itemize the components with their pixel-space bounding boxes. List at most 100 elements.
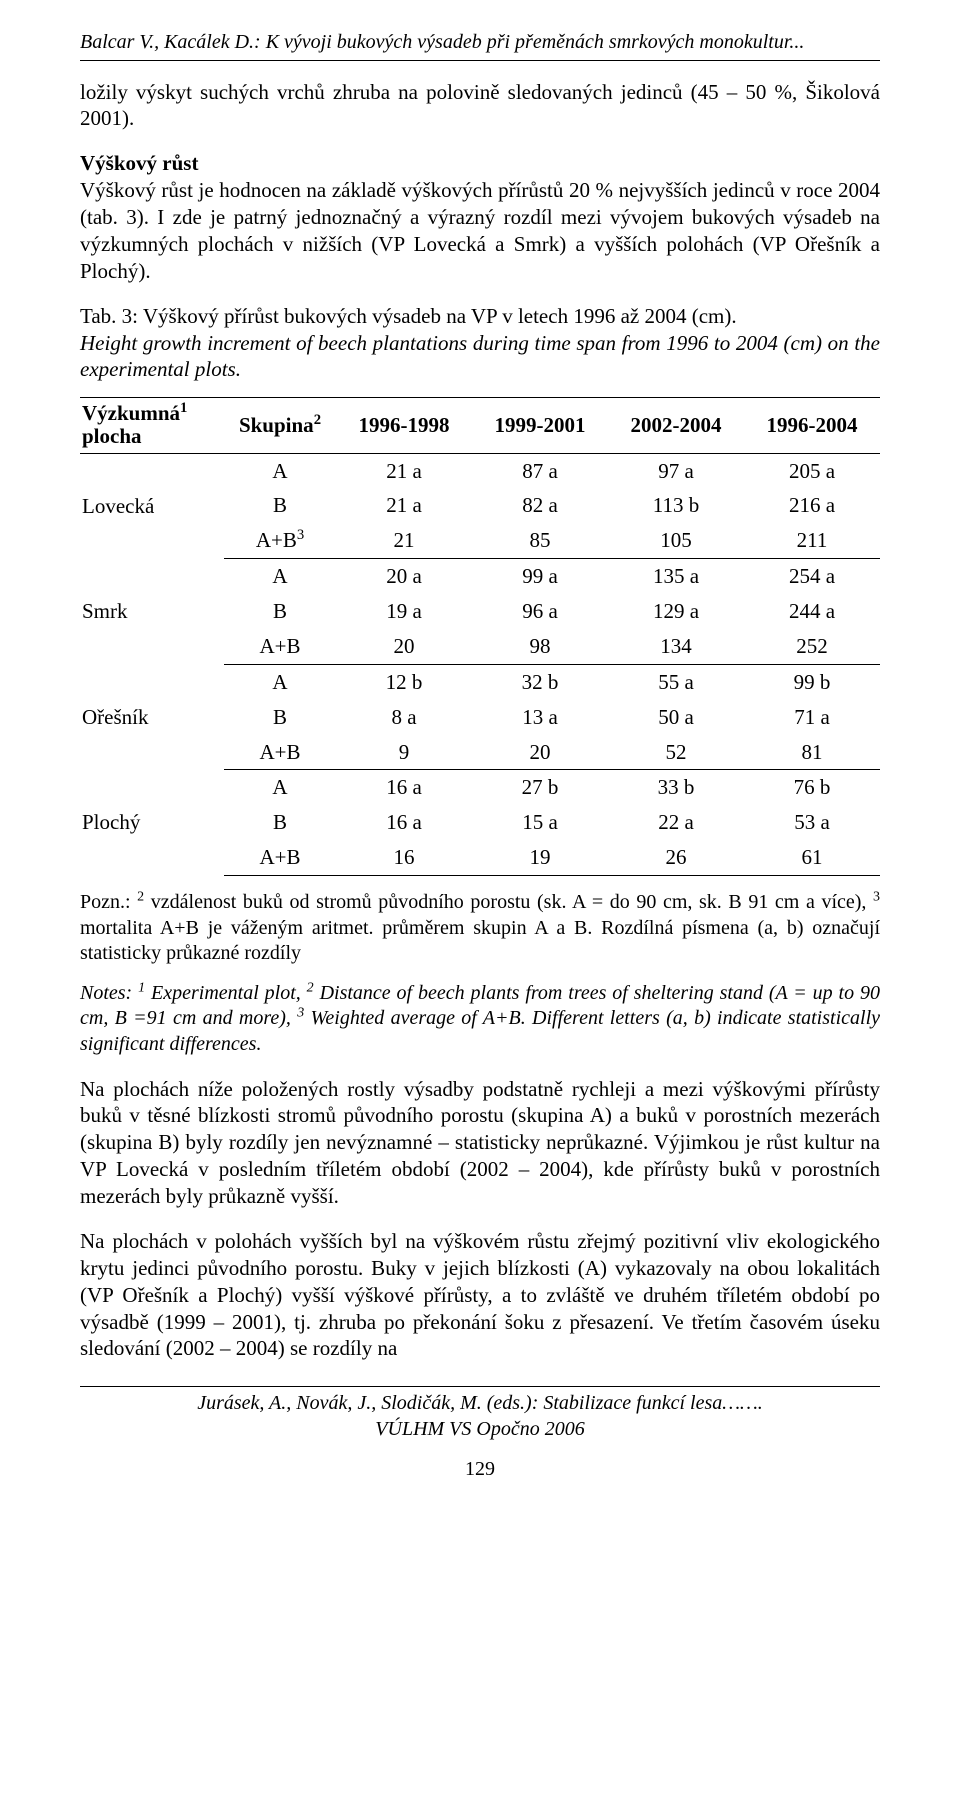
cell: 82 a [472, 488, 608, 523]
notes-cz-mid2: mortalita A+B je váženým aritmet. průměr… [80, 917, 880, 965]
cell: 20 [336, 629, 472, 664]
table-row: Lovecká A 21 a 87 a 97 a 205 a [80, 453, 880, 488]
table-notes-cz: Pozn.: 2 vzdálenost buků od stromů původ… [80, 890, 880, 967]
table-notes-en: Notes: 1 Experimental plot, 2 Distance o… [80, 981, 880, 1058]
cell: B [224, 488, 336, 523]
cell: 21 a [336, 488, 472, 523]
growth-paragraph: Výškový růst Výškový růst je hodnocen na… [80, 150, 880, 284]
page-container: Balcar V., Kacálek D.: K vývoji bukových… [0, 0, 960, 1522]
section-heading: Výškový růst [80, 151, 198, 175]
cell: 105 [608, 523, 744, 558]
cell: B [224, 594, 336, 629]
page-number: 129 [80, 1457, 880, 1483]
notes-en-pre: Notes: [80, 982, 138, 1004]
col-plot-sup: 1 [180, 400, 187, 416]
cell: 53 a [744, 805, 880, 840]
table-caption-cz: Tab. 3: Výškový přírůst bukových výsadeb… [80, 304, 737, 328]
cell: A+B [224, 735, 336, 770]
col-plot: Výzkumná1 plocha [80, 398, 224, 453]
cell: A [224, 770, 336, 805]
table-row: Plochý A 16 a 27 b 33 b 76 b [80, 770, 880, 805]
cell: 252 [744, 629, 880, 664]
running-head: Balcar V., Kacálek D.: K vývoji bukových… [80, 30, 880, 56]
rule-bottom [80, 1386, 880, 1387]
col-1999-2001: 1999-2001 [472, 398, 608, 453]
notes-cz-mid1: vzdálenost buků od stromů původního poro… [144, 891, 873, 913]
cell: 8 a [336, 700, 472, 735]
table-row: Smrk A 20 a 99 a 135 a 254 a [80, 559, 880, 594]
cell: 27 b [472, 770, 608, 805]
col-2002-2004: 2002-2004 [608, 398, 744, 453]
col-group: Skupina2 [224, 398, 336, 453]
col-plot-l1: Výzkumná [82, 401, 180, 425]
cell: 9 [336, 735, 472, 770]
table-caption-en: Height growth increment of beech plantat… [80, 331, 880, 382]
cell: 99 b [744, 664, 880, 699]
cell: 16 a [336, 805, 472, 840]
cell: 96 a [472, 594, 608, 629]
cell: A+B3 [224, 523, 336, 558]
cell: 21 [336, 523, 472, 558]
col-1996-2004: 1996-2004 [744, 398, 880, 453]
cell: A+B [224, 629, 336, 664]
footer-line-1: Jurásek, A., Novák, J., Slodičák, M. (ed… [80, 1391, 880, 1417]
footer: Jurásek, A., Novák, J., Slodičák, M. (ed… [80, 1386, 880, 1482]
cell: 76 b [744, 770, 880, 805]
cell: 52 [608, 735, 744, 770]
cell: 135 a [608, 559, 744, 594]
cell: 61 [744, 840, 880, 875]
cell: 97 a [608, 453, 744, 488]
notes-en-s2: 2 [307, 980, 314, 995]
cell: 211 [744, 523, 880, 558]
cell: 12 b [336, 664, 472, 699]
cell: A [224, 559, 336, 594]
cell: 21 a [336, 453, 472, 488]
cell: 85 [472, 523, 608, 558]
col-1996-1998: 1996-1998 [336, 398, 472, 453]
rule-top [80, 60, 880, 61]
cell: 16 [336, 840, 472, 875]
cell: B [224, 700, 336, 735]
cell: 254 a [744, 559, 880, 594]
cell: 129 a [608, 594, 744, 629]
cell: 15 a [472, 805, 608, 840]
cell: A [224, 453, 336, 488]
cell: 205 a [744, 453, 880, 488]
table-header-row: Výzkumná1 plocha Skupina2 1996-1998 1999… [80, 398, 880, 453]
col-plot-l2: plocha [82, 425, 222, 448]
col-group-sup: 2 [314, 412, 321, 428]
cell: 33 b [608, 770, 744, 805]
table-row: Ořešník A 12 b 32 b 55 a 99 b [80, 664, 880, 699]
cell: 13 a [472, 700, 608, 735]
footer-line-2: VÚLHM VS Opočno 2006 [80, 1417, 880, 1443]
cell: A [224, 664, 336, 699]
cell: 81 [744, 735, 880, 770]
cell: 71 a [744, 700, 880, 735]
cell: A+B [224, 840, 336, 875]
cell: 50 a [608, 700, 744, 735]
notes-en-t1: Experimental plot, [145, 982, 307, 1004]
cell: 19 a [336, 594, 472, 629]
paragraph-lowlands: Na plochách níže položených rostly výsad… [80, 1076, 880, 1210]
cell: 32 b [472, 664, 608, 699]
cell: 99 a [472, 559, 608, 594]
paragraph-highlands: Na plochách v polohách vyšších byl na vý… [80, 1228, 880, 1362]
plot-name: Plochý [80, 770, 224, 876]
intro-paragraph: ložily výskyt suchých vrchů zhruba na po… [80, 79, 880, 133]
cell: 16 a [336, 770, 472, 805]
cell: 19 [472, 840, 608, 875]
cell: 55 a [608, 664, 744, 699]
cell: 20 a [336, 559, 472, 594]
cell-label: A+B [256, 528, 297, 552]
cell: 22 a [608, 805, 744, 840]
cell: 98 [472, 629, 608, 664]
growth-paragraph-body: Výškový růst je hodnocen na základě výšk… [80, 178, 880, 283]
notes-cz-pre: Pozn.: [80, 891, 137, 913]
cell: 113 b [608, 488, 744, 523]
ab-sup: 3 [297, 527, 304, 543]
growth-table: Výzkumná1 plocha Skupina2 1996-1998 1999… [80, 397, 880, 876]
plot-name: Smrk [80, 559, 224, 665]
cell: 20 [472, 735, 608, 770]
cell: 26 [608, 840, 744, 875]
cell: 134 [608, 629, 744, 664]
